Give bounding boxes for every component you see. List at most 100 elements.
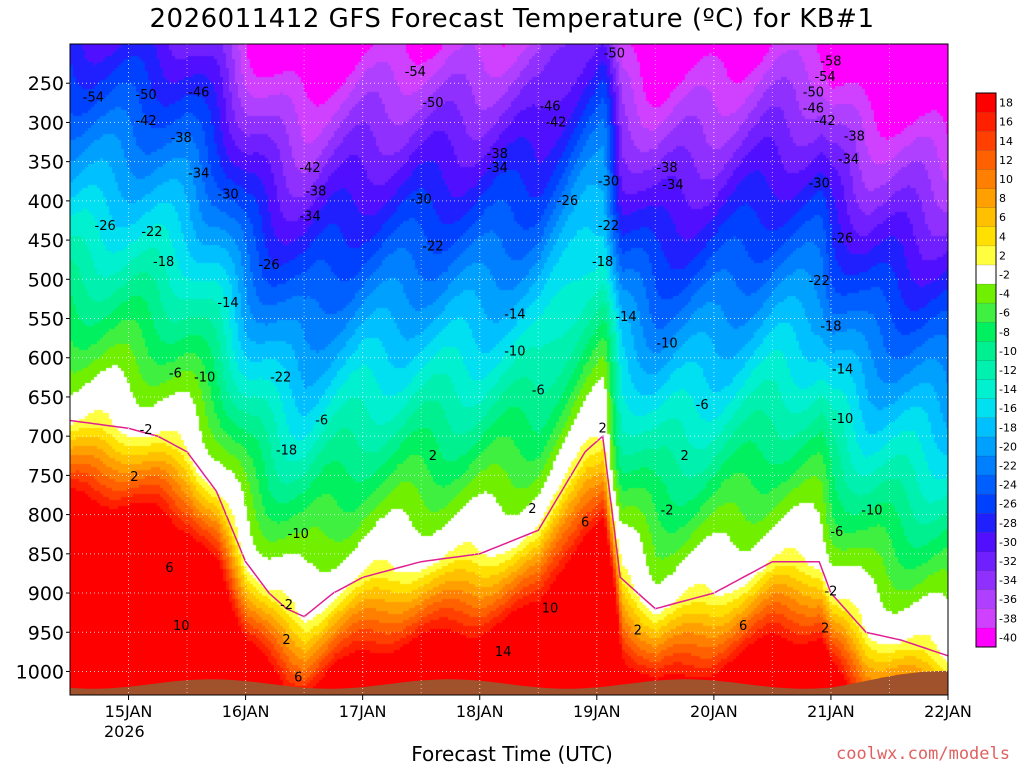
colorbar-swatch xyxy=(975,608,997,629)
contour-label: -22 xyxy=(809,274,830,289)
colorbar-swatch xyxy=(975,130,997,151)
y-tick-label: 300 xyxy=(28,112,64,134)
contour-label: 6 xyxy=(581,515,589,530)
x-axis-title: Forecast Time (UTC) xyxy=(411,742,613,766)
contour-label: -54 xyxy=(83,90,104,105)
plot-frame xyxy=(69,43,949,696)
contour-label: -26 xyxy=(95,219,116,234)
contour-label: -46 xyxy=(803,101,824,116)
colorbar-swatch xyxy=(975,169,997,189)
colorbar-swatch xyxy=(975,417,997,438)
contour-label: 2 xyxy=(429,449,437,464)
colorbar-swatch xyxy=(975,264,997,285)
colorbar-swatch xyxy=(975,150,997,170)
colorbar-label: -24 xyxy=(999,479,1017,492)
contour-label: 6 xyxy=(294,671,302,686)
colorbar-swatch xyxy=(975,627,997,648)
colorbar-frame xyxy=(975,92,997,648)
colorbar-label: -26 xyxy=(999,498,1017,511)
colorbar-label: -30 xyxy=(999,536,1017,549)
contour-label: 2 xyxy=(634,624,642,639)
colorbar-label: 18 xyxy=(999,97,1013,110)
contour-label: -2 xyxy=(661,504,674,519)
colorbar-swatch xyxy=(975,111,997,132)
contour-label: -38 xyxy=(305,184,326,199)
contour-label: 14 xyxy=(495,645,512,660)
contour-label: -14 xyxy=(217,296,238,311)
contour-label: -10 xyxy=(288,527,309,542)
source-credit: coolwx.com/models xyxy=(836,744,1010,764)
contour-label: 6 xyxy=(165,561,173,576)
contour-label: -34 xyxy=(299,210,320,225)
contour-label: -18 xyxy=(820,319,841,334)
colorbar-label: -2 xyxy=(999,268,1010,281)
colorbar-label: 2 xyxy=(999,249,1006,262)
colorbar-swatch xyxy=(975,302,997,323)
contour-label: -46 xyxy=(539,100,560,115)
y-tick-label: 950 xyxy=(28,622,64,644)
contour-label: -10 xyxy=(861,504,882,519)
contour-label: -14 xyxy=(832,363,853,378)
contour-label: -6 xyxy=(315,413,328,428)
contour-label: -6 xyxy=(532,384,545,399)
y-tick-label: 850 xyxy=(28,544,64,566)
y-tick-label: 500 xyxy=(28,269,64,291)
y-tick-label: 650 xyxy=(28,387,64,409)
colorbar-label: -4 xyxy=(999,288,1010,301)
contour-label: -10 xyxy=(656,337,677,352)
y-tick-label: 350 xyxy=(28,152,64,174)
colorbar-label: -14 xyxy=(999,383,1017,396)
colorbar-label: -18 xyxy=(999,421,1017,434)
contour-label: -50 xyxy=(604,46,625,61)
colorbar-swatch xyxy=(975,589,997,610)
colorbar-label: 10 xyxy=(999,173,1013,186)
x-tick-label: 17JAN xyxy=(339,702,387,721)
colorbar-swatch xyxy=(975,455,997,476)
chart-title: 2026011412 GFS Forecast Temperature (ºC)… xyxy=(149,4,875,34)
y-tick-label: 400 xyxy=(28,191,64,213)
colorbar-label: -10 xyxy=(999,345,1017,358)
colorbar-swatch xyxy=(975,474,997,495)
contour-label: 10 xyxy=(173,619,190,634)
y-tick-label: 700 xyxy=(28,426,64,448)
contour-label: 2 xyxy=(599,421,607,436)
contour-label: -50 xyxy=(422,96,443,111)
contour-label: -22 xyxy=(422,239,443,254)
contour-label: 6 xyxy=(739,619,747,634)
contour-label: 10 xyxy=(542,602,559,617)
colorbar-label: 16 xyxy=(999,116,1013,129)
contour-label: -34 xyxy=(487,161,508,176)
ground-surface xyxy=(70,670,948,695)
contour-label: -34 xyxy=(838,152,859,167)
colorbar-label: -16 xyxy=(999,402,1017,415)
contour-label: -42 xyxy=(545,115,566,130)
contour-label: -30 xyxy=(809,177,830,192)
y-tick-label: 550 xyxy=(28,309,64,331)
contour-label: -18 xyxy=(592,255,613,270)
contour-label: -54 xyxy=(405,65,426,80)
colorbar-label: -22 xyxy=(999,460,1017,473)
contour-label: -6 xyxy=(830,525,843,540)
colorbar-label: -6 xyxy=(999,307,1010,320)
y-tick-label: 750 xyxy=(28,465,64,487)
contour-label: -18 xyxy=(276,443,297,458)
x-axis-year-label: 2026 xyxy=(104,722,145,741)
colorbar-label: -20 xyxy=(999,440,1017,453)
colorbar-swatch xyxy=(975,245,997,266)
x-tick-label: 20JAN xyxy=(690,702,738,721)
contour-label: -50 xyxy=(135,88,156,103)
y-tick-label: 600 xyxy=(28,348,64,370)
y-tick-label: 450 xyxy=(28,230,64,252)
contour-label: -30 xyxy=(217,188,238,203)
colorbar-label: 6 xyxy=(999,211,1006,224)
contour-label: -50 xyxy=(803,86,824,101)
y-tick-label: 1000 xyxy=(16,661,64,683)
y-tick-label: 250 xyxy=(28,73,64,95)
contour-label: -10 xyxy=(832,412,853,427)
x-tick-label: 16JAN xyxy=(222,702,270,721)
colorbar-swatch xyxy=(975,513,997,533)
colorbar-swatch xyxy=(975,379,997,399)
colorbar-label: 14 xyxy=(999,135,1013,148)
contour-label: -22 xyxy=(270,370,291,385)
colorbar-swatch xyxy=(975,570,997,590)
